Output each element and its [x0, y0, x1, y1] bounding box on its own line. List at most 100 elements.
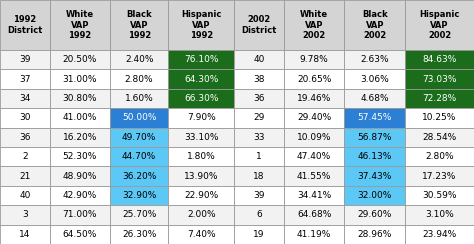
- Text: 72.28%: 72.28%: [422, 94, 456, 103]
- Text: 34.41%: 34.41%: [297, 191, 331, 200]
- Text: 2.80%: 2.80%: [125, 75, 154, 84]
- Text: 29.40%: 29.40%: [297, 113, 331, 122]
- Bar: [345, 224, 405, 244]
- Bar: [110, 205, 168, 224]
- Bar: [110, 108, 168, 128]
- Bar: [50, 89, 110, 108]
- Text: 64.68%: 64.68%: [297, 210, 331, 219]
- Bar: [0, 89, 50, 108]
- Bar: [345, 205, 405, 224]
- Text: 36: 36: [19, 133, 30, 142]
- Bar: [168, 0, 234, 50]
- Text: 39: 39: [19, 55, 30, 64]
- Text: 36: 36: [253, 94, 265, 103]
- Bar: [234, 128, 284, 147]
- Text: 30.80%: 30.80%: [63, 94, 97, 103]
- Bar: [234, 0, 284, 50]
- Bar: [110, 166, 168, 186]
- Bar: [50, 224, 110, 244]
- Bar: [284, 50, 345, 69]
- Bar: [110, 69, 168, 89]
- Bar: [345, 128, 405, 147]
- Bar: [0, 186, 50, 205]
- Text: 40: 40: [19, 191, 30, 200]
- Bar: [110, 0, 168, 50]
- Text: 34: 34: [19, 94, 30, 103]
- Text: Black
VAP
2002: Black VAP 2002: [362, 10, 388, 40]
- Bar: [405, 128, 474, 147]
- Bar: [405, 205, 474, 224]
- Bar: [0, 166, 50, 186]
- Text: 30: 30: [19, 113, 30, 122]
- Text: Hispanic
VAP
2002: Hispanic VAP 2002: [419, 10, 460, 40]
- Bar: [284, 205, 345, 224]
- Text: 20.65%: 20.65%: [297, 75, 331, 84]
- Text: 2002
District: 2002 District: [241, 15, 277, 35]
- Bar: [110, 128, 168, 147]
- Bar: [168, 147, 234, 166]
- Text: 76.10%: 76.10%: [184, 55, 219, 64]
- Bar: [168, 224, 234, 244]
- Bar: [284, 0, 345, 50]
- Text: 17.23%: 17.23%: [422, 172, 457, 181]
- Bar: [168, 128, 234, 147]
- Bar: [50, 50, 110, 69]
- Text: 40: 40: [254, 55, 265, 64]
- Text: 33.10%: 33.10%: [184, 133, 219, 142]
- Text: 39: 39: [253, 191, 265, 200]
- Text: 33: 33: [253, 133, 265, 142]
- Bar: [405, 0, 474, 50]
- Bar: [234, 224, 284, 244]
- Bar: [50, 0, 110, 50]
- Bar: [50, 128, 110, 147]
- Bar: [405, 108, 474, 128]
- Text: 26.30%: 26.30%: [122, 230, 156, 239]
- Text: 31.00%: 31.00%: [63, 75, 97, 84]
- Text: 57.45%: 57.45%: [357, 113, 392, 122]
- Text: 1.60%: 1.60%: [125, 94, 154, 103]
- Bar: [345, 108, 405, 128]
- Bar: [405, 50, 474, 69]
- Bar: [345, 166, 405, 186]
- Text: 20.50%: 20.50%: [63, 55, 97, 64]
- Bar: [50, 69, 110, 89]
- Bar: [405, 186, 474, 205]
- Text: 52.30%: 52.30%: [63, 152, 97, 161]
- Bar: [345, 69, 405, 89]
- Text: 4.68%: 4.68%: [361, 94, 389, 103]
- Bar: [110, 224, 168, 244]
- Bar: [50, 186, 110, 205]
- Bar: [345, 50, 405, 69]
- Text: 1.80%: 1.80%: [187, 152, 216, 161]
- Text: 6: 6: [256, 210, 262, 219]
- Text: 84.63%: 84.63%: [422, 55, 457, 64]
- Bar: [345, 0, 405, 50]
- Text: 14: 14: [19, 230, 30, 239]
- Text: 10.25%: 10.25%: [422, 113, 457, 122]
- Text: 37.43%: 37.43%: [357, 172, 392, 181]
- Bar: [168, 89, 234, 108]
- Text: 47.40%: 47.40%: [297, 152, 331, 161]
- Text: 1992
District: 1992 District: [7, 15, 43, 35]
- Text: 3.06%: 3.06%: [360, 75, 389, 84]
- Bar: [110, 89, 168, 108]
- Bar: [234, 166, 284, 186]
- Text: 28.54%: 28.54%: [422, 133, 456, 142]
- Text: 64.50%: 64.50%: [63, 230, 97, 239]
- Text: 25.70%: 25.70%: [122, 210, 156, 219]
- Text: 22.90%: 22.90%: [184, 191, 219, 200]
- Bar: [284, 128, 345, 147]
- Text: 42.90%: 42.90%: [63, 191, 97, 200]
- Text: 56.87%: 56.87%: [357, 133, 392, 142]
- Bar: [0, 128, 50, 147]
- Text: 23.94%: 23.94%: [422, 230, 456, 239]
- Text: 19: 19: [253, 230, 265, 239]
- Text: 41.19%: 41.19%: [297, 230, 331, 239]
- Bar: [0, 69, 50, 89]
- Text: 3.10%: 3.10%: [425, 210, 454, 219]
- Bar: [234, 50, 284, 69]
- Text: 2.80%: 2.80%: [425, 152, 454, 161]
- Bar: [405, 224, 474, 244]
- Bar: [110, 50, 168, 69]
- Bar: [0, 0, 50, 50]
